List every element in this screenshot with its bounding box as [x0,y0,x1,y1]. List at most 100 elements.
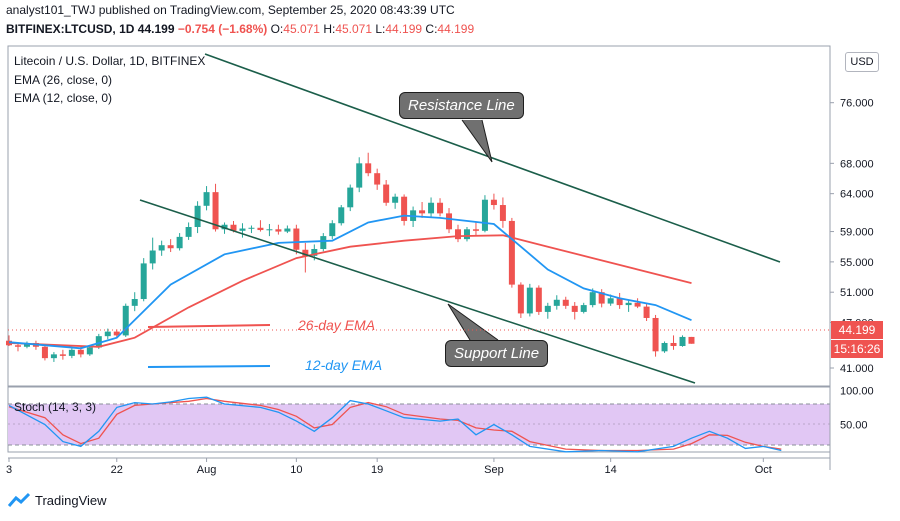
close-value: 44.199 [437,22,475,36]
time-axis-label: 10 [290,464,302,476]
candle-body [257,227,264,231]
symbol: BITFINEX:LTCUSD, 1D [6,22,135,36]
ema26-annotation: 26-day EMA [297,317,375,333]
time-axis-label: Aug [197,464,217,476]
low-value: 44.199 [385,22,423,36]
candle-body [661,342,668,352]
stoch-lines [8,396,782,453]
candle-body [23,342,30,347]
candle-body [59,354,66,356]
candle-body [68,349,75,356]
open-value: 45.071 [283,22,320,36]
candle-body [248,227,255,229]
candle-body [526,287,533,314]
stoch-d-line [8,397,782,452]
time-axis-label: 14 [605,464,617,476]
price-axis-label: 55.000 [840,257,874,269]
candle-body [131,299,138,306]
stoch-k-line [8,396,782,453]
support-line-callout: Support Line [445,340,549,367]
candle-body [158,245,165,251]
price-change: −0.754 (−1.68%) [177,22,268,36]
candle-body [266,229,273,231]
candle-body [446,213,453,230]
countdown-badge [831,340,883,358]
resistance-line-callout: Resistance Line [399,92,524,119]
time-axis-label: Oct [755,464,772,476]
candle-body [499,205,506,221]
candle-body [607,298,614,304]
ema12-annotation: 12-day EMA [305,357,382,373]
last-price: 44.199 [137,22,175,36]
candle-body [437,202,444,214]
price-axis-label: 76.000 [840,98,874,110]
price-axis[interactable]: 41.00047.00051.00055.00059.00064.00068.0… [830,98,874,432]
candle-body [508,220,515,285]
candle-body [239,228,246,231]
price-axis-label: 59.000 [840,227,874,239]
candle-body [535,287,542,312]
legend-title: Litecoin / U.S. Dollar, 1D, BITFINEX [14,54,205,68]
last-price-badge-text: 44.199 [839,323,876,337]
candle-body [679,336,686,347]
candle-body [455,229,461,240]
candle-body [463,229,470,240]
candle-body [419,210,426,214]
high-value: 45.071 [335,22,373,36]
price-axis-label: 68.000 [840,158,874,170]
footer: TradingView [8,492,107,508]
support-channel-line[interactable] [139,199,696,384]
candle-body [598,292,605,304]
candle-body [14,345,21,347]
price-axis-label: 64.000 [840,189,874,201]
candle-body [571,305,578,312]
candle-body [338,207,345,224]
resistance-callout-pointer [461,119,493,163]
ema12-line [8,214,692,350]
candle-body [374,173,381,185]
footer-brand: TradingView [35,492,107,508]
open-label: O: [270,22,284,36]
candle-body [230,224,237,231]
close-label: C: [425,22,438,36]
candle-body [625,302,632,306]
resistance-channel-line[interactable] [204,53,781,263]
candle-body [688,336,695,344]
time-axis[interactable]: 3 22 Aug 10 19 Sep 14 Oct [6,458,772,476]
legend-ema12: EMA (12, close, 0) [14,91,112,105]
ema26-line [8,234,692,348]
candle-body [221,224,228,230]
candle-body [176,236,183,249]
time-axis-label: 22 [111,464,123,476]
time-axis-label: 19 [371,464,383,476]
candle-body [634,302,641,307]
candle-body [140,263,147,300]
candle-body [401,196,408,221]
publish-line: analyst101_TWJ published on TradingView.… [6,3,455,17]
candle-body [122,305,129,336]
candle-body [275,229,282,232]
last-price-badge [831,321,883,339]
candle-body [589,292,596,306]
candle-body [284,228,291,232]
candle-body [580,305,587,312]
stoch-axis-label: 100.00 [840,385,874,397]
candle-body [365,163,372,174]
candle-body [616,298,623,306]
candle-body [383,184,390,203]
candle-body [553,299,560,306]
candle-body [50,354,57,359]
price-axis-label: 51.000 [840,287,874,299]
countdown-badge-text: 15:16:26 [834,342,881,356]
currency-badge[interactable]: USD [845,52,879,72]
candle-body [41,346,48,359]
high-label: H: [323,22,336,36]
candle-body [481,199,488,231]
candle-body [302,249,309,256]
time-axis-label: 3 [6,464,12,476]
price-axis-label: 41.000 [840,363,874,375]
stoch-axis-label: 50.00 [840,420,868,432]
candles [6,152,695,362]
candle-body [562,299,569,306]
